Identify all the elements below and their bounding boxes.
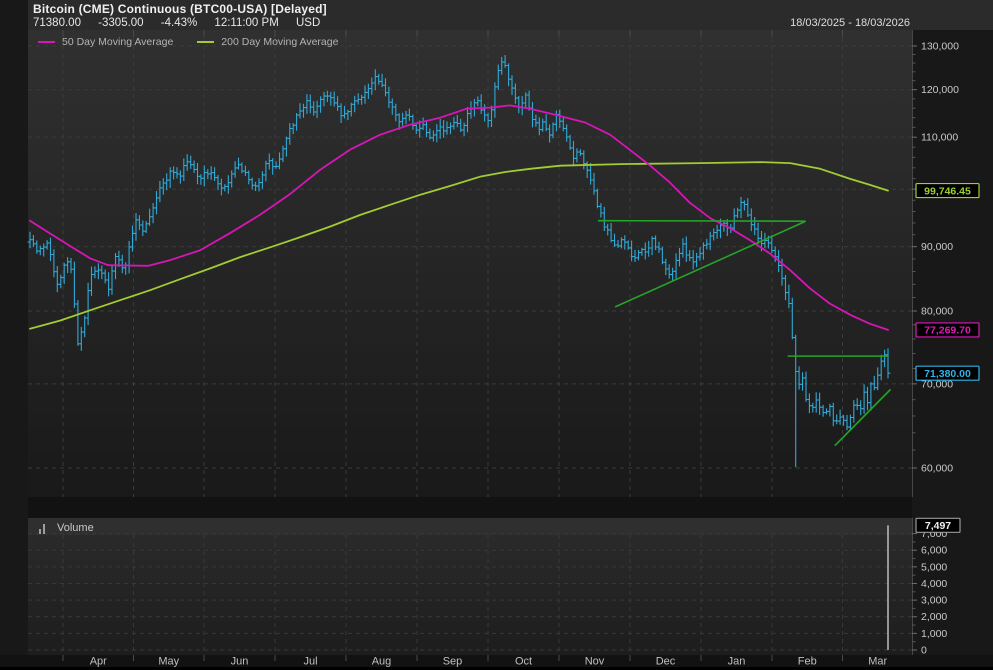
ma50-line [29,104,889,331]
month-label: Jan [728,656,746,668]
month-label: May [158,656,179,668]
volume-panel-background [28,518,912,655]
month-label: Oct [515,656,532,668]
legend-item-ma200[interactable]: 200 Day Moving Average [197,36,338,48]
ma200-color-swatch [197,41,215,43]
last-price-tag-text: 71,380.00 [924,368,971,380]
volume-axis-tick-label: 0 [921,645,927,657]
200-day-ma-tag-text: 99,746.45 [924,185,971,197]
last-price-tag-box [915,365,980,381]
date-range: 18/03/2025 - 18/03/2026 [790,17,910,29]
month-label: Apr [90,656,107,668]
ohlc-bars-path [27,55,891,468]
legend-label-ma200: 200 Day Moving Average [221,36,339,48]
price-change-percent: -4.43% [160,17,198,29]
ma200-line [29,161,889,330]
bottom-border [0,667,993,670]
month-label: Dec [656,656,676,668]
price-tags: 99,746.45 77,269.70 71,380.00 7,497 [915,182,980,533]
ohlc-series [27,55,891,468]
price-change: -3305.00 [98,17,144,29]
volume-axis-tick-label: 3,000 [921,595,947,607]
legend: 50 Day Moving Average 200 Day Moving Ave… [38,36,338,48]
instrument-title: Bitcoin (CME) Continuous (BTC00-USA) [De… [33,2,327,16]
price-axis-tick-label: 120,000 [921,84,959,96]
month-label: Sep [443,656,463,668]
quote-time: 12:11:00 PM [214,17,279,29]
volume-spike-tag-box [915,517,961,533]
volume-panel-header: Volume [38,522,94,534]
price-axis-tick-label: 60,000 [921,462,953,474]
month-label: Nov [585,656,605,668]
volume-axis-tick-label: 4,000 [921,578,947,590]
volume-spike-tag-text: 7,497 [925,520,951,532]
50-day-ma-tag-box [915,322,980,338]
volume-panel-label: Volume [57,522,94,534]
trendline [614,220,806,308]
50-day-ma-tag-text: 77,269.70 [924,325,971,337]
price-axis-tick-label: 130,000 [921,41,959,53]
month-label: Feb [798,656,817,668]
volume-axis-tick-label: 6,000 [921,545,947,557]
volume-axis-tick-label: 2,000 [921,611,947,623]
price-axis-tick-label: 90,000 [921,241,953,253]
month-label: Jun [231,656,249,668]
volume-header-strip [28,518,912,535]
month-label: Mar [868,656,887,668]
200-day-ma-tag-box [915,182,980,199]
volume-axis-tick-label: 1,000 [921,628,947,640]
volume-bars-icon [38,523,48,534]
last-price: 71380.00 [33,17,81,29]
price-axis-tick-label: 110,000 [921,132,958,144]
trendline [597,219,806,223]
ma50-color-swatch [38,41,55,43]
time-axis-strip [0,655,993,667]
volume-axis-tick-label: 5,000 [921,561,947,573]
moving-average-lines [29,104,889,331]
month-label: Aug [372,656,392,668]
price-axis-tick-label: 80,000 [921,305,953,317]
price-axis-tick-label: 70,000 [921,378,953,390]
legend-item-ma50[interactable]: 50 Day Moving Average [38,36,173,48]
quote-line: 71380.00 -3305.00 -4.43% 12:11:00 PM USD [33,17,334,29]
trendline [834,388,892,447]
header-strip [28,0,993,30]
trendlines [597,219,892,447]
panel-gap [28,497,912,518]
month-label: Jul [303,656,317,668]
quote-currency: USD [295,17,321,29]
legend-label-ma50: 50 Day Moving Average [62,36,174,48]
